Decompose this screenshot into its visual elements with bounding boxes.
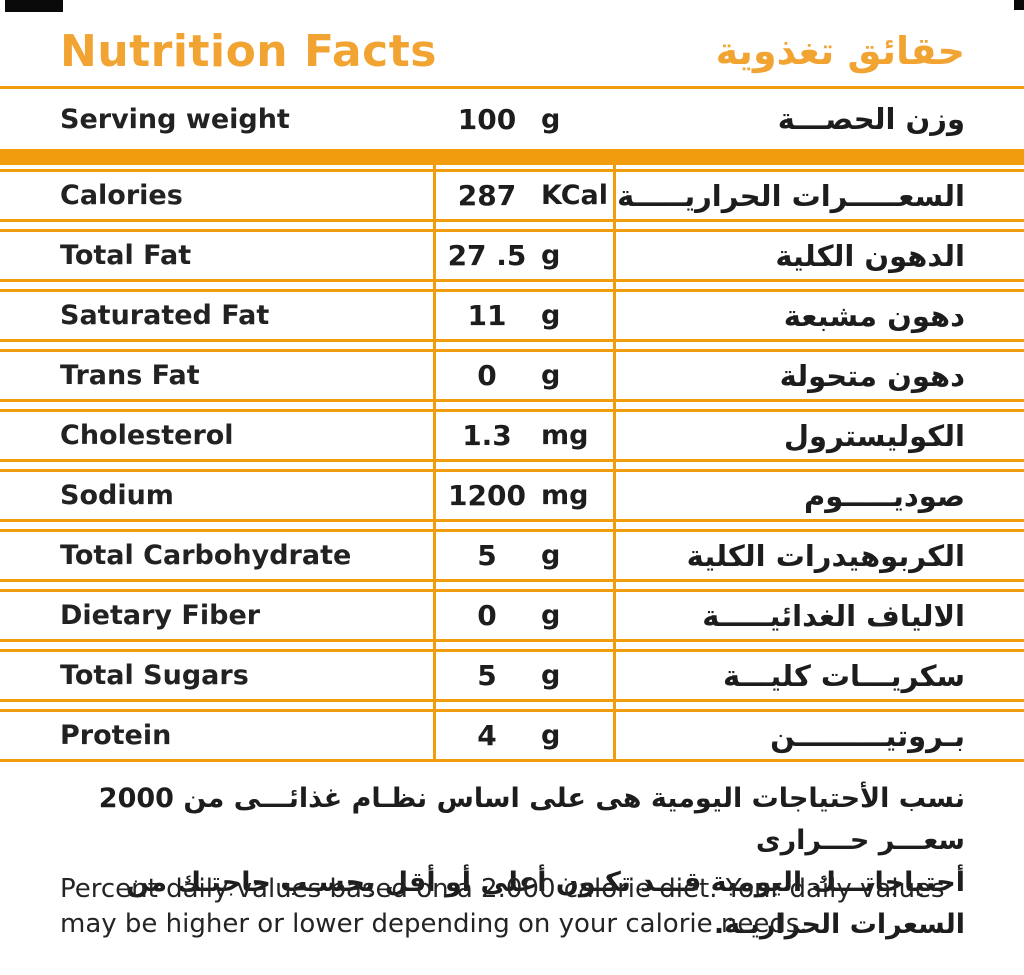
nutrient-value-cell: 11 g — [433, 292, 613, 339]
serving-label-en: Serving weight — [60, 103, 290, 135]
nutrient-label-en: Total Sugars — [60, 660, 249, 691]
nutrient-value: 1.3 — [462, 419, 512, 452]
footer-note-ar: نسب الأحتياجات اليومية هى على اساس نظـام… — [60, 778, 965, 946]
table-row-saturated-fat: Saturated Fat 11 g دهون مشبعة — [0, 289, 1024, 342]
nutrient-value: 11 — [467, 299, 507, 332]
nutrient-value-cell: 4 g — [433, 712, 613, 759]
nutrient-label-en: Dietary Fiber — [60, 600, 261, 631]
serving-label-ar: وزن الحصـــة — [777, 102, 965, 136]
title-underline-divider — [0, 86, 1024, 89]
table-row-total-fat: Total Fat 27 .5 g الدهون الكلية — [0, 229, 1024, 282]
table-row-dietary-fiber: Dietary Fiber 0 g الالياف الغدائيـــــة — [0, 589, 1024, 642]
table-row-total-carbohydrate: Total Carbohydrate 5 g الكربوهيدرات الكل… — [0, 529, 1024, 582]
nutrient-value-cell: 0 g — [433, 592, 613, 639]
footer-note-ar-line1: نسب الأحتياجات اليومية هى على اساس نظـام… — [98, 783, 965, 856]
nutrient-value-cell: 1200 mg — [433, 472, 613, 519]
nutrient-unit: g — [541, 600, 561, 631]
nutrient-value-cell: 287 KCal — [433, 172, 613, 219]
nutrient-label-ar: الالياف الغدائيـــــة — [702, 598, 965, 633]
nutrient-label-en: Trans Fat — [60, 360, 200, 391]
thick-section-bar — [0, 149, 1024, 165]
page-title-en: Nutrition Facts — [60, 25, 437, 77]
table-row-trans-fat: Trans Fat 0 g دهون متحولة — [0, 349, 1024, 402]
nutrient-unit: g — [541, 720, 561, 751]
nutrient-value-cell: 1.3 mg — [433, 412, 613, 459]
serving-value-cell: 100 g — [433, 89, 613, 149]
serving-weight-row: Serving weight 100 g وزن الحصـــة — [0, 89, 1024, 149]
nutrient-unit: KCal — [541, 180, 608, 211]
table-row-protein: Protein 4 g بـروتيـــــــــن — [0, 709, 1024, 762]
nutrient-unit: g — [541, 540, 561, 571]
nutrient-label-ar: دهون مشبعة — [783, 298, 965, 333]
table-row-cholesterol: Cholesterol 1.3 mg الكوليسترول — [0, 409, 1024, 462]
serving-value: 100 — [457, 102, 517, 136]
header: Nutrition Facts حقائق تغذوية — [60, 20, 965, 82]
nutrient-label-en: Total Fat — [60, 240, 192, 271]
nutrient-value: 4 — [477, 719, 497, 752]
footer-note-en: Percent daily values based on a 2.000 ca… — [60, 872, 984, 942]
column-divider-left — [433, 165, 436, 762]
nutrient-unit: g — [541, 240, 561, 271]
nutrient-value: 0 — [477, 599, 497, 632]
nutrient-label-ar: الدهون الكلية — [775, 238, 965, 273]
nutrient-value: 5 — [477, 659, 497, 692]
nutrient-label-ar: سكريـــات كليـــة — [722, 658, 965, 693]
nutrient-label-en: Sodium — [60, 480, 174, 511]
nutrient-value: 5 — [477, 539, 497, 572]
nutrient-unit: g — [541, 360, 561, 391]
footer-note-en-line2: may be higher or lower depending on your… — [60, 909, 808, 939]
nutrient-unit: mg — [541, 420, 589, 451]
nutrition-table: Calories 287 KCal السعـــــرات الحراريــ… — [0, 165, 1024, 769]
nutrient-label-en: Total Carbohydrate — [60, 540, 352, 571]
nutrient-unit: mg — [541, 480, 589, 511]
nutrient-label-en: Cholesterol — [60, 420, 234, 451]
table-row-calories: Calories 287 KCal السعـــــرات الحراريــ… — [0, 169, 1024, 222]
nutrient-value-cell: 27 .5 g — [433, 232, 613, 279]
nutrient-value-cell: 5 g — [433, 532, 613, 579]
nutrient-value: 1200 — [448, 479, 526, 512]
nutrient-label-ar: الكربوهيدرات الكلية — [686, 538, 965, 573]
footer-note-ar-line2: أحتياجاتـــك اليومية قـــد تكـون أعلى أو… — [126, 867, 965, 940]
top-right-black-mark — [1014, 0, 1024, 10]
nutrient-unit: g — [541, 300, 561, 331]
nutrient-value: 27 .5 — [447, 239, 527, 272]
table-row-sodium: Sodium 1200 mg صوديـــــوم — [0, 469, 1024, 522]
footer-note-en-line1: Percent daily values based on a 2.000 ca… — [60, 874, 945, 904]
nutrient-value: 0 — [477, 359, 497, 392]
nutrient-label-ar: دهون متحولة — [779, 358, 965, 393]
table-row-total-sugars: Total Sugars 5 g سكريـــات كليـــة — [0, 649, 1024, 702]
serving-unit: g — [541, 103, 561, 135]
nutrient-label-en: Calories — [60, 180, 183, 211]
nutrient-label-ar: الكوليسترول — [783, 418, 965, 453]
nutrient-label-en: Saturated Fat — [60, 300, 270, 331]
nutrient-label-ar: صوديـــــوم — [804, 478, 965, 513]
nutrient-label-ar: بـروتيـــــــــن — [770, 718, 965, 753]
nutrient-label-en: Protein — [60, 720, 172, 751]
nutrient-value: 287 — [457, 179, 517, 212]
nutrient-value-cell: 5 g — [433, 652, 613, 699]
top-left-black-mark — [5, 0, 63, 12]
nutrient-label-ar: السعـــــرات الحراريـــــة — [617, 178, 965, 213]
nutrient-value-cell: 0 g — [433, 352, 613, 399]
column-divider-right — [613, 165, 616, 762]
nutrient-unit: g — [541, 660, 561, 691]
page-title-ar: حقائق تغذوية — [715, 29, 965, 73]
